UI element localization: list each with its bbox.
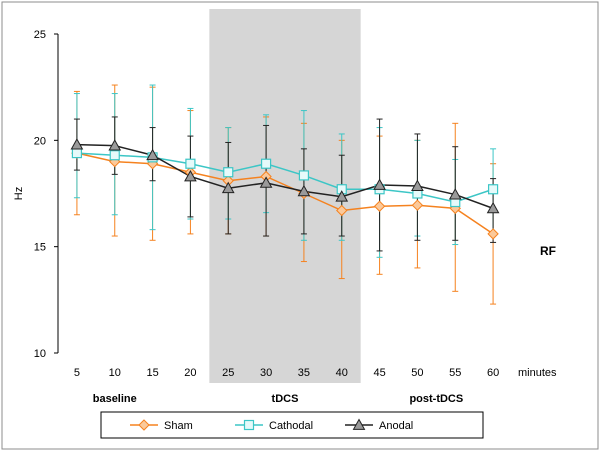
x-tick-label: 15 (146, 367, 158, 379)
y-axis-ticks: 10 15 20 25 (34, 29, 58, 360)
data-point-cathodal (109, 150, 120, 161)
x-tick-label: 50 (411, 367, 423, 379)
data-point-anodal (297, 184, 311, 197)
phase-label-baseline: baseline (93, 393, 137, 405)
x-axis-ticks: 5 10 15 20 25 30 35 40 45 50 55 60 (74, 367, 499, 379)
x-tick-label: 20 (184, 367, 196, 379)
series-lines (76, 143, 494, 235)
series-line-anodal (76, 143, 494, 210)
data-point-cathodal (185, 158, 196, 169)
data-point-anodal (108, 139, 122, 151)
data-point-sham (411, 199, 424, 211)
legend: Sham Cathodal Anodal (100, 411, 484, 439)
x-tick-label: 55 (449, 367, 461, 379)
data-point-sham (336, 204, 348, 217)
legend-item-cathodal: Cathodal (235, 419, 313, 432)
legend-marker-anodal (352, 418, 366, 430)
x-tick-label: 5 (74, 367, 80, 379)
y-tick-label: 25 (34, 29, 46, 41)
phase-label-post-tdcs: post-tDCS (409, 393, 463, 405)
y-tick-label: 10 (34, 348, 46, 360)
legend-frame (100, 411, 484, 439)
legend-symbol-cathodal (235, 419, 263, 431)
data-point-anodal (486, 201, 500, 214)
data-point-anodal (184, 169, 197, 182)
legend-label-anodal: Anodal (379, 420, 413, 432)
data-point-cathodal (71, 147, 83, 159)
y-tick-label: 15 (34, 242, 46, 254)
data-point-sham (373, 200, 386, 212)
region-label-rf: RF (540, 244, 556, 258)
data-point-anodal (448, 188, 462, 200)
phase-label-tdcs: tDCS (272, 393, 299, 405)
x-tick-label: 35 (298, 367, 310, 379)
x-tick-label: 25 (222, 367, 234, 379)
legend-item-anodal: Anodal (345, 418, 413, 432)
data-point-anodal (335, 190, 349, 202)
data-point-anodal (411, 179, 424, 191)
legend-label-sham: Sham (164, 420, 193, 432)
data-point-cathodal (223, 167, 234, 178)
legend-symbol-anodal (345, 418, 373, 430)
data-point-cathodal (487, 184, 499, 195)
series-line-sham (76, 152, 494, 235)
data-point-anodal (373, 178, 386, 190)
data-point-anodal (221, 181, 235, 194)
data-point-sham (487, 228, 499, 240)
x-tick-label: 60 (487, 367, 499, 379)
legend-item-sham: Sham (130, 419, 193, 432)
y-tick-label: 20 (34, 135, 46, 147)
legend-marker-sham (138, 419, 150, 431)
legend-marker-cathodal (243, 419, 255, 431)
x-tick-label: 10 (109, 367, 121, 379)
legend-symbol-sham (130, 419, 158, 431)
data-point-cathodal (260, 158, 272, 169)
x-tick-label: 45 (373, 367, 385, 379)
data-point-anodal (70, 138, 84, 150)
data-point-cathodal (298, 170, 310, 181)
data-point-anodal (259, 176, 273, 188)
x-axis-label: minutes (518, 367, 557, 379)
x-tick-label: 40 (336, 367, 348, 379)
x-tick-label: 30 (260, 367, 272, 379)
y-axis-label: Hz (13, 187, 25, 200)
series-markers (70, 138, 500, 240)
series-line-cathodal (76, 152, 494, 203)
data-point-anodal (146, 148, 159, 161)
legend-label-cathodal: Cathodal (269, 420, 313, 432)
